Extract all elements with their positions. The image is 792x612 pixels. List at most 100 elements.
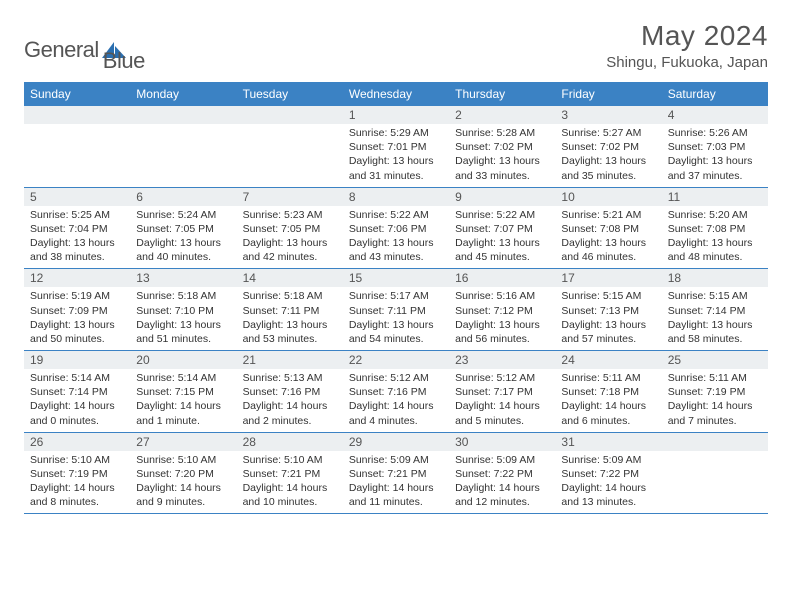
sunset-text: Sunset: 7:06 PM bbox=[349, 222, 443, 236]
day-number: 31 bbox=[555, 433, 661, 451]
day-cell: Sunrise: 5:11 AMSunset: 7:19 PMDaylight:… bbox=[662, 369, 768, 432]
sunrise-text: Sunrise: 5:09 AM bbox=[349, 453, 443, 467]
sunset-text: Sunset: 7:10 PM bbox=[136, 304, 230, 318]
day-details: Sunrise: 5:14 AMSunset: 7:14 PMDaylight:… bbox=[24, 369, 130, 432]
daylight-text: Daylight: 13 hours and 50 minutes. bbox=[30, 318, 124, 346]
sunset-text: Sunset: 7:17 PM bbox=[455, 385, 549, 399]
sunrise-text: Sunrise: 5:15 AM bbox=[561, 289, 655, 303]
sunset-text: Sunset: 7:11 PM bbox=[243, 304, 337, 318]
sunset-text: Sunset: 7:16 PM bbox=[349, 385, 443, 399]
day-header: Friday bbox=[555, 82, 661, 106]
day-cell: Sunrise: 5:15 AMSunset: 7:13 PMDaylight:… bbox=[555, 287, 661, 350]
sunrise-text: Sunrise: 5:18 AM bbox=[243, 289, 337, 303]
day-details: Sunrise: 5:19 AMSunset: 7:09 PMDaylight:… bbox=[24, 287, 130, 350]
sunset-text: Sunset: 7:20 PM bbox=[136, 467, 230, 481]
day-number bbox=[130, 106, 236, 110]
day-cell: Sunrise: 5:17 AMSunset: 7:11 PMDaylight:… bbox=[343, 287, 449, 350]
day-details: Sunrise: 5:13 AMSunset: 7:16 PMDaylight:… bbox=[237, 369, 343, 432]
sunrise-text: Sunrise: 5:29 AM bbox=[349, 126, 443, 140]
day-details: Sunrise: 5:23 AMSunset: 7:05 PMDaylight:… bbox=[237, 206, 343, 269]
day-details: Sunrise: 5:15 AMSunset: 7:13 PMDaylight:… bbox=[555, 287, 661, 350]
sunset-text: Sunset: 7:13 PM bbox=[561, 304, 655, 318]
day-details: Sunrise: 5:15 AMSunset: 7:14 PMDaylight:… bbox=[662, 287, 768, 350]
day-details: Sunrise: 5:11 AMSunset: 7:18 PMDaylight:… bbox=[555, 369, 661, 432]
day-number-cell: 6 bbox=[130, 187, 236, 206]
day-details: Sunrise: 5:22 AMSunset: 7:07 PMDaylight:… bbox=[449, 206, 555, 269]
sunset-text: Sunset: 7:05 PM bbox=[243, 222, 337, 236]
day-number bbox=[237, 106, 343, 110]
sunrise-text: Sunrise: 5:12 AM bbox=[455, 371, 549, 385]
sunset-text: Sunset: 7:16 PM bbox=[243, 385, 337, 399]
day-number-cell bbox=[24, 106, 130, 124]
day-header: Monday bbox=[130, 82, 236, 106]
day-number: 24 bbox=[555, 351, 661, 369]
day-number-cell bbox=[662, 432, 768, 451]
day-details: Sunrise: 5:24 AMSunset: 7:05 PMDaylight:… bbox=[130, 206, 236, 269]
day-header: Sunday bbox=[24, 82, 130, 106]
day-details: Sunrise: 5:10 AMSunset: 7:21 PMDaylight:… bbox=[237, 451, 343, 514]
day-number: 20 bbox=[130, 351, 236, 369]
day-details: Sunrise: 5:25 AMSunset: 7:04 PMDaylight:… bbox=[24, 206, 130, 269]
sunrise-text: Sunrise: 5:11 AM bbox=[668, 371, 762, 385]
day-number bbox=[24, 106, 130, 110]
day-details: Sunrise: 5:29 AMSunset: 7:01 PMDaylight:… bbox=[343, 124, 449, 187]
day-header: Saturday bbox=[662, 82, 768, 106]
sunset-text: Sunset: 7:02 PM bbox=[455, 140, 549, 154]
day-details: Sunrise: 5:12 AMSunset: 7:16 PMDaylight:… bbox=[343, 369, 449, 432]
day-cell bbox=[24, 124, 130, 187]
daylight-text: Daylight: 13 hours and 54 minutes. bbox=[349, 318, 443, 346]
day-number-cell: 21 bbox=[237, 351, 343, 370]
day-details: Sunrise: 5:09 AMSunset: 7:22 PMDaylight:… bbox=[555, 451, 661, 514]
logo-text-general: General bbox=[24, 37, 99, 63]
day-details: Sunrise: 5:10 AMSunset: 7:19 PMDaylight:… bbox=[24, 451, 130, 514]
daynum-row: 12131415161718 bbox=[24, 269, 768, 288]
daylight-text: Daylight: 14 hours and 9 minutes. bbox=[136, 481, 230, 509]
location-text: Shingu, Fukuoka, Japan bbox=[606, 54, 768, 71]
sunrise-text: Sunrise: 5:23 AM bbox=[243, 208, 337, 222]
day-details: Sunrise: 5:14 AMSunset: 7:15 PMDaylight:… bbox=[130, 369, 236, 432]
sunrise-text: Sunrise: 5:17 AM bbox=[349, 289, 443, 303]
day-number: 6 bbox=[130, 188, 236, 206]
day-number: 29 bbox=[343, 433, 449, 451]
sunset-text: Sunset: 7:11 PM bbox=[349, 304, 443, 318]
day-cell: Sunrise: 5:16 AMSunset: 7:12 PMDaylight:… bbox=[449, 287, 555, 350]
daylight-text: Daylight: 13 hours and 35 minutes. bbox=[561, 154, 655, 182]
day-cell: Sunrise: 5:20 AMSunset: 7:08 PMDaylight:… bbox=[662, 206, 768, 269]
daylight-text: Daylight: 13 hours and 57 minutes. bbox=[561, 318, 655, 346]
day-number-cell: 11 bbox=[662, 187, 768, 206]
daylight-text: Daylight: 14 hours and 6 minutes. bbox=[561, 399, 655, 427]
day-cell: Sunrise: 5:18 AMSunset: 7:10 PMDaylight:… bbox=[130, 287, 236, 350]
sunrise-text: Sunrise: 5:28 AM bbox=[455, 126, 549, 140]
day-number: 25 bbox=[662, 351, 768, 369]
day-number: 10 bbox=[555, 188, 661, 206]
day-cell: Sunrise: 5:09 AMSunset: 7:22 PMDaylight:… bbox=[555, 451, 661, 514]
day-number: 15 bbox=[343, 269, 449, 287]
day-details: Sunrise: 5:10 AMSunset: 7:20 PMDaylight:… bbox=[130, 451, 236, 514]
daylight-text: Daylight: 14 hours and 11 minutes. bbox=[349, 481, 443, 509]
sunset-text: Sunset: 7:21 PM bbox=[243, 467, 337, 481]
week-body-row: Sunrise: 5:25 AMSunset: 7:04 PMDaylight:… bbox=[24, 206, 768, 269]
day-cell: Sunrise: 5:22 AMSunset: 7:07 PMDaylight:… bbox=[449, 206, 555, 269]
daylight-text: Daylight: 14 hours and 7 minutes. bbox=[668, 399, 762, 427]
sunrise-text: Sunrise: 5:16 AM bbox=[455, 289, 549, 303]
day-number-cell bbox=[237, 106, 343, 124]
sunset-text: Sunset: 7:18 PM bbox=[561, 385, 655, 399]
sunset-text: Sunset: 7:14 PM bbox=[668, 304, 762, 318]
sunset-text: Sunset: 7:14 PM bbox=[30, 385, 124, 399]
daylight-text: Daylight: 13 hours and 58 minutes. bbox=[668, 318, 762, 346]
daylight-text: Daylight: 14 hours and 2 minutes. bbox=[243, 399, 337, 427]
day-cell: Sunrise: 5:12 AMSunset: 7:17 PMDaylight:… bbox=[449, 369, 555, 432]
sunrise-text: Sunrise: 5:20 AM bbox=[668, 208, 762, 222]
day-details: Sunrise: 5:17 AMSunset: 7:11 PMDaylight:… bbox=[343, 287, 449, 350]
day-number-cell: 9 bbox=[449, 187, 555, 206]
sunrise-text: Sunrise: 5:12 AM bbox=[349, 371, 443, 385]
day-number-cell: 29 bbox=[343, 432, 449, 451]
day-number: 3 bbox=[555, 106, 661, 124]
day-number-cell: 27 bbox=[130, 432, 236, 451]
day-details: Sunrise: 5:28 AMSunset: 7:02 PMDaylight:… bbox=[449, 124, 555, 187]
day-cell: Sunrise: 5:23 AMSunset: 7:05 PMDaylight:… bbox=[237, 206, 343, 269]
sunrise-text: Sunrise: 5:09 AM bbox=[455, 453, 549, 467]
day-number: 13 bbox=[130, 269, 236, 287]
day-details: Sunrise: 5:21 AMSunset: 7:08 PMDaylight:… bbox=[555, 206, 661, 269]
day-number: 30 bbox=[449, 433, 555, 451]
